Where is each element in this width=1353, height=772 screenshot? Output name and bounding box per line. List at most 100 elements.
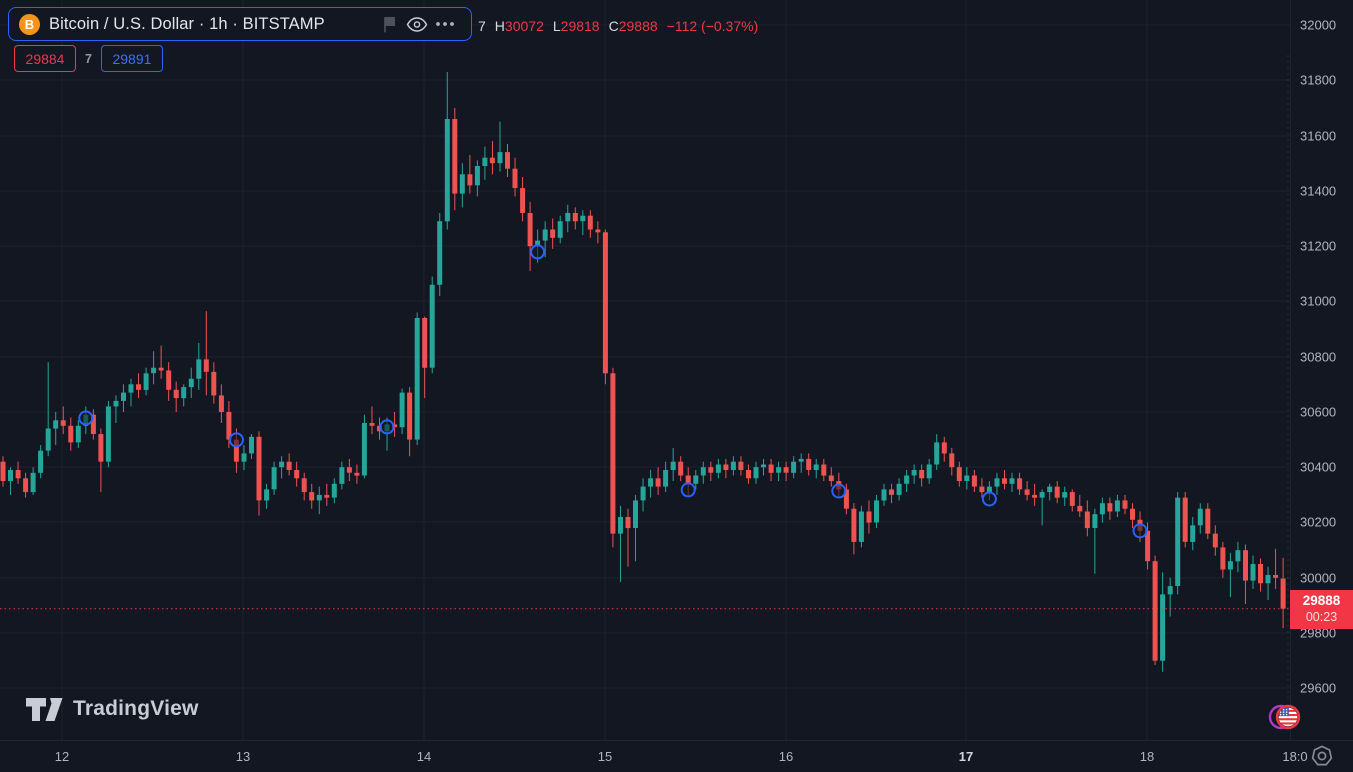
candle-body [1243,550,1248,581]
trade-buttons: 29884 7 29891 [14,45,163,72]
candle-body [527,213,533,247]
candle-body [1062,492,1068,498]
candle-body [761,464,766,468]
candle-body [497,152,503,164]
candle-body [1152,561,1158,661]
candle-body [685,475,691,484]
candle-body [949,453,955,468]
candle-body [467,174,473,186]
candle-body [30,472,36,493]
event-marker-circle[interactable] [530,244,546,260]
sell-button[interactable]: 29884 [14,45,76,72]
symbol-button[interactable]: B Bitcoin / U.S. Dollar · 1h · BITSTAMP [8,7,472,41]
candle-body [1205,508,1211,534]
economic-event-us-flag-icon[interactable] [1268,703,1302,731]
event-marker-circle[interactable] [379,419,395,435]
time-axis-settings-icon[interactable] [1310,744,1334,768]
candle-body [188,378,194,388]
candle-body [565,213,571,222]
candle-body [964,475,970,481]
price-axis-label: 29800 [1300,625,1337,641]
candle-body [271,467,277,490]
event-marker-circle[interactable] [831,483,847,499]
candle-body [1190,525,1196,542]
price-axis-label: 30800 [1300,349,1337,365]
eye-icon[interactable] [403,11,431,37]
time-axis[interactable]: 12 13 14 15 16 17 18 18:0 [0,741,1353,772]
candle-body [520,188,526,213]
event-marker-circle[interactable] [78,410,94,426]
low-value: L29818 [552,18,600,34]
candle-body [60,420,66,426]
candle-body [151,367,157,374]
candle-body [595,229,601,233]
price-axis[interactable]: 32000 31800 31600 31400 31200 31000 30800 30600… [1291,0,1353,741]
candle-body [361,423,367,476]
spread-value: 7 [85,51,92,66]
event-marker-circle[interactable] [680,482,696,498]
candle-body [602,232,608,374]
candle-body [369,423,375,426]
candle-body [618,517,623,534]
us-flag [1278,707,1298,727]
last-price-value: 29888 [1302,593,1341,609]
candle-body [1069,492,1075,506]
candle-body [1099,503,1105,515]
watermark-text: TradingView [73,697,199,720]
candle-body [1130,508,1135,520]
candle-body [105,406,111,462]
price-axis-label: 32000 [1300,17,1337,33]
candle-body [399,392,405,428]
more-options-icon[interactable] [431,11,459,37]
candle-body [858,511,864,542]
candle-body [203,359,209,372]
candle-body [1054,486,1060,498]
candle-body [437,221,443,285]
candle-body [896,483,902,495]
candle-body [640,486,646,501]
candle-body [994,478,1000,487]
open-value-tail: 7 [478,18,486,34]
price-axis-label: 29600 [1300,680,1337,696]
symbol-title: Bitcoin / U.S. Dollar · 1h · BITSTAMP [49,14,325,33]
candle-body [339,467,345,484]
candle-body [1227,561,1233,570]
candle-body [158,367,164,371]
candle-body [776,467,782,473]
candle-body [45,428,51,451]
candle-body [1197,508,1203,526]
candle-body [38,450,44,473]
candle-body [625,517,631,529]
candle-body [233,439,239,462]
high-value: H30072 [494,18,544,34]
candle-body [1265,575,1271,584]
candle-body [783,467,789,473]
candle-body [1017,478,1023,490]
event-marker-circle[interactable] [1132,523,1148,539]
event-marker-circle[interactable] [981,491,997,507]
candle-body [693,475,699,484]
close-value: C29888 [608,18,658,34]
buy-button[interactable]: 29891 [100,45,163,72]
candle-body [166,370,172,390]
flag-icon[interactable] [375,11,403,37]
candle-body [143,373,149,390]
tradingview-watermark[interactable]: TradingView [26,697,199,721]
candle-body [542,229,548,241]
candle-body [700,467,706,476]
candle-body [459,174,465,194]
candle-body [377,425,382,432]
candle-body [264,489,270,501]
price-axis-label: 30400 [1300,459,1337,475]
candle-body [316,494,322,501]
time-axis-label: 14 [416,749,432,764]
change-value: −112 (−0.37%) [666,18,759,34]
candle-body [301,478,307,493]
candle-body [331,483,337,498]
candle-body [956,467,962,481]
time-axis-label: 16 [778,749,794,764]
candle-body [1032,494,1038,498]
event-marker-circle[interactable] [228,432,244,448]
